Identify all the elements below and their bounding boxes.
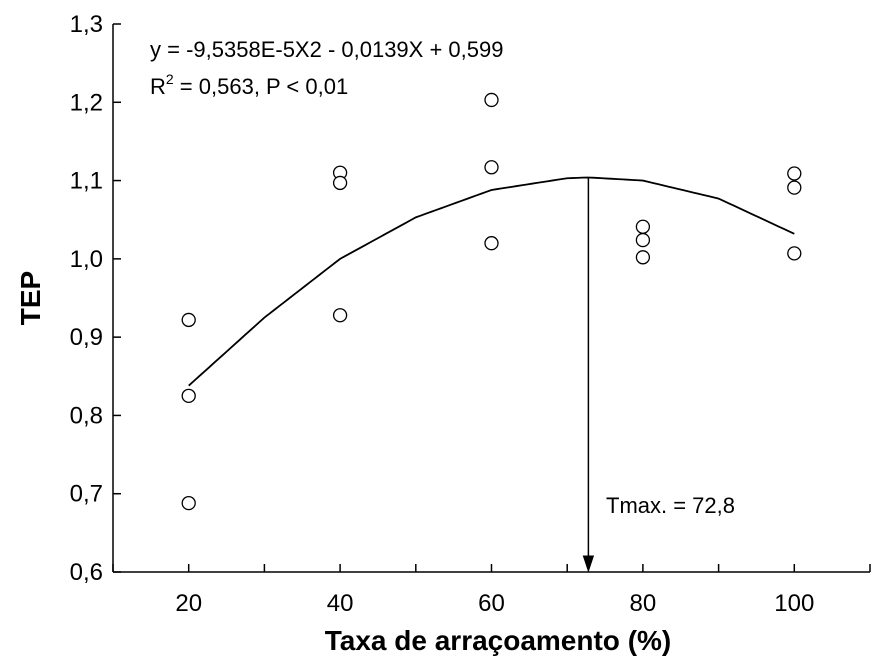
y-tick-label: 1,3 — [70, 11, 103, 38]
data-point — [181, 312, 196, 328]
y-tick-label: 1,0 — [70, 246, 103, 273]
y-tick-label: 1,1 — [70, 168, 103, 195]
data-points — [181, 92, 802, 511]
data-point — [332, 308, 348, 323]
r2-label: R2 = 0,563, P < 0,01 — [150, 71, 348, 99]
data-point — [787, 246, 802, 261]
y-tick-label: 0,7 — [70, 481, 103, 508]
y-tick-label: 0,6 — [70, 559, 103, 586]
x-axis-title: Taxa de arraçoamento (%) — [325, 625, 672, 656]
regression-curve — [188, 176, 795, 387]
x-tick-label: 60 — [478, 590, 505, 617]
x-tick-label: 80 — [630, 590, 657, 617]
x-tick-label: 40 — [327, 590, 354, 617]
data-point — [787, 166, 802, 181]
data-point — [787, 180, 802, 195]
equation-label: y = -9,5358E-5X2 - 0,0139X + 0,599 — [150, 37, 503, 62]
y-tick-label: 0,8 — [70, 402, 103, 429]
data-point — [484, 92, 499, 108]
data-point — [484, 160, 499, 175]
fit-curve-layer — [188, 176, 795, 573]
y-axis-title: TEP — [15, 271, 46, 325]
data-point — [181, 495, 196, 511]
tmax-arrow-head — [582, 555, 595, 573]
data-point — [332, 175, 348, 191]
x-tick-label: 20 — [175, 590, 202, 617]
y-tick-label: 1,2 — [70, 89, 103, 116]
x-tick-label: 100 — [774, 590, 814, 617]
axes: 0,6 0,7 0,8 0,9 1,0 1,1 1,2 1,3 20 40 60 80 100 — [70, 11, 871, 617]
data-point — [635, 250, 651, 265]
annotations: y = -9,5358E-5X2 - 0,0139X + 0,599 R2 = … — [150, 37, 735, 518]
data-point — [635, 232, 651, 248]
data-point — [484, 236, 499, 251]
tmax-label: Tmax. = 72,8 — [606, 493, 735, 518]
data-point — [181, 388, 196, 404]
y-tick-label: 0,9 — [70, 324, 103, 351]
data-point — [635, 219, 651, 234]
